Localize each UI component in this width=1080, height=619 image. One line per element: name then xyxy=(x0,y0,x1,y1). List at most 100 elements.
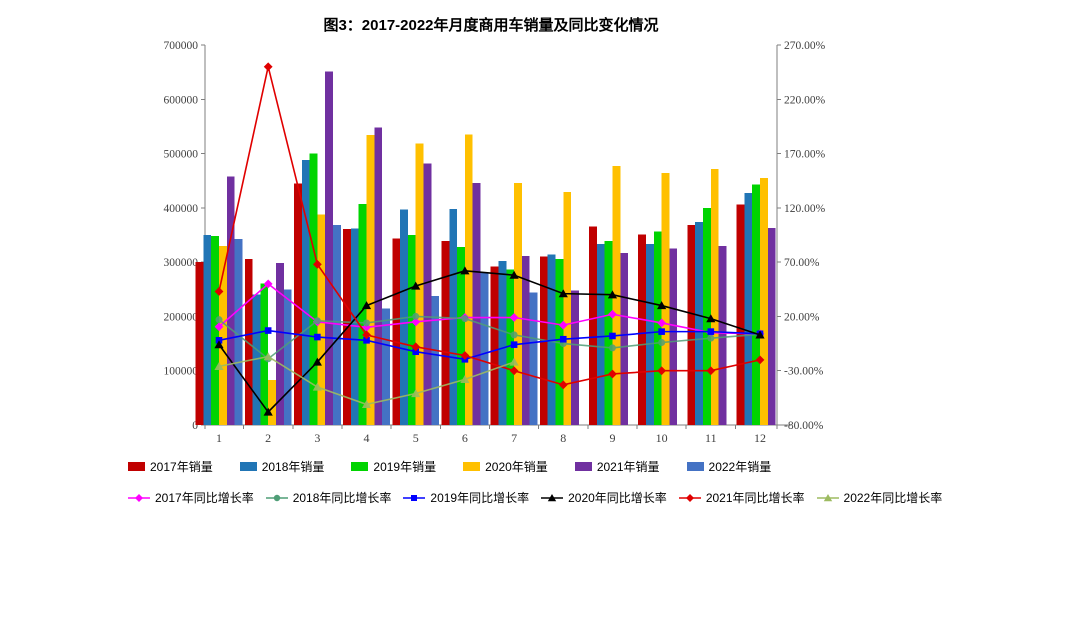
bar-2021年销量-month-7 xyxy=(521,256,530,425)
bar-2021年销量-month-5 xyxy=(423,163,432,426)
bar-2017年销量-month-12 xyxy=(736,204,745,425)
legend-item-2017年同比增长率: 2017年同比增长率 xyxy=(128,489,254,506)
left-tick-label-7: 700000 xyxy=(164,40,199,52)
bar-2017年销量-month-6 xyxy=(441,240,450,425)
legend-item-2022年销量: 2022年销量 xyxy=(686,458,772,475)
legend-label: 2019年销量 xyxy=(373,460,437,474)
bar-2021年销量-month-11 xyxy=(718,245,727,425)
legend-label: 2021年销量 xyxy=(596,460,660,474)
left-tick-label-1: 100000 xyxy=(164,366,199,378)
legend-swatch-icon xyxy=(574,462,592,471)
right-tick-label-0: -80.00% xyxy=(784,420,824,432)
bar-2022年销量-month-6 xyxy=(480,272,489,425)
bar-2019年销量-month-4 xyxy=(358,204,367,425)
legend-item-2018年同比增长率: 2018年同比增长率 xyxy=(265,489,392,506)
legend-label: 2018年销量 xyxy=(261,460,325,474)
x-tick-label-7: 7 xyxy=(511,431,517,445)
bar-2018年销量-month-6 xyxy=(449,208,458,425)
x-tick-label-3: 3 xyxy=(314,431,320,445)
bar-2018年销量-month-11 xyxy=(695,221,704,425)
bar-2022年销量-month-4 xyxy=(382,308,390,425)
legend-label: 2021年同比增长率 xyxy=(705,491,805,505)
legend-line-marker-icon xyxy=(265,494,288,501)
legend-item-2021年同比增长率: 2021年同比增长率 xyxy=(678,489,805,506)
bar-2021年销量-month-9 xyxy=(620,252,629,425)
left-tick-label-2: 200000 xyxy=(164,311,199,323)
bar-2020年销量-month-2 xyxy=(268,379,276,425)
bar-2021年销量-month-6 xyxy=(472,182,481,425)
x-tick-label-8: 8 xyxy=(560,431,566,445)
legend-label: 2020年销量 xyxy=(485,460,548,474)
legend-label: 2020年同比增长率 xyxy=(568,491,667,505)
legend-line-marker-icon xyxy=(128,493,150,502)
legend-item-2020年同比增长率: 2020年同比增长率 xyxy=(541,489,667,506)
legend-label: 2022年销量 xyxy=(708,460,772,474)
bar-2020年销量-month-10 xyxy=(661,173,670,425)
bar-2019年销量-month-5 xyxy=(407,235,416,425)
bar-2021年销量-month-4 xyxy=(374,127,383,425)
right-tick-label-1: -30.00% xyxy=(784,366,824,378)
growth-line-2022年同比增长率 xyxy=(214,352,519,408)
bar-2021年销量-month-2 xyxy=(275,263,284,425)
bar-2019年销量-month-8 xyxy=(555,258,564,425)
growth-line-2021年同比增长率 xyxy=(214,62,765,390)
legend-item-2021年销量: 2021年销量 xyxy=(574,458,660,475)
bar-2019年销量-month-6 xyxy=(457,246,465,425)
bar-2017年销量-month-7 xyxy=(490,266,499,425)
bar-2020年销量-month-7 xyxy=(514,182,522,425)
legend-swatch-icon xyxy=(686,462,704,471)
bar-2022年销量-month-5 xyxy=(431,295,440,425)
left-axis-labels: 0 100000 200000 300000 400000 500000 600000 700… xyxy=(164,40,205,432)
bar-2020年销量-month-8 xyxy=(563,192,572,425)
bar-2020年销量-month-4 xyxy=(366,135,375,425)
legend-swatch-icon xyxy=(351,462,369,471)
bar-2017年销量-month-10 xyxy=(638,234,647,425)
legend-line-marker-icon xyxy=(678,493,701,502)
legend-label: 2017年同比增长率 xyxy=(155,491,254,505)
legend-item-2018年销量: 2018年销量 xyxy=(239,458,325,475)
x-tick-label-11: 11 xyxy=(705,431,717,445)
right-tick-label-5: 170.00% xyxy=(784,149,826,161)
bar-2017年销量-month-3 xyxy=(293,183,302,425)
bar-2017年销量-month-2 xyxy=(244,258,253,425)
bar-2019年销量-month-2 xyxy=(260,283,269,425)
x-tick-label-1: 1 xyxy=(216,431,222,445)
legend-label: 2022年同比增长率 xyxy=(843,491,943,505)
legend-item-2022年同比增长率: 2022年同比增长率 xyxy=(816,489,943,506)
right-tick-label-3: 70.00% xyxy=(784,257,820,269)
legend-item-2019年销量: 2019年销量 xyxy=(351,458,436,475)
bar-2018年销量-month-10 xyxy=(646,244,654,425)
left-tick-label-4: 400000 xyxy=(164,203,199,215)
bar-2019年销量-month-10 xyxy=(653,231,662,425)
bar-2017年销量-month-1 xyxy=(195,262,204,425)
legend-line-marker-icon xyxy=(403,494,426,501)
right-tick-label-2: 20.00% xyxy=(784,311,820,323)
x-tick-label-10: 10 xyxy=(656,431,668,445)
bar-2019年销量-month-7 xyxy=(506,269,515,425)
bar-2017年销量-month-5 xyxy=(392,238,401,425)
bar-2019年销量-month-12 xyxy=(752,184,760,425)
growth-line-2020年同比增长率 xyxy=(214,266,765,416)
legend-item-2017年销量: 2017年销量 xyxy=(128,458,213,475)
legend-label: 2018年同比增长率 xyxy=(292,491,392,505)
x-tick-label-2: 2 xyxy=(265,431,271,445)
legend-line-marker-icon xyxy=(816,493,839,501)
x-tick-label-6: 6 xyxy=(462,431,468,445)
bar-2018年销量-month-1 xyxy=(203,235,212,425)
bar-2021年销量-month-8 xyxy=(571,290,579,425)
bar-2022年销量-month-7 xyxy=(529,292,538,425)
x-axis-labels: 1 2 3 4 5 6 7 8 9 10 11 12 xyxy=(204,425,778,445)
bar-2017年销量-month-11 xyxy=(687,225,696,425)
bar-2020年销量-month-6 xyxy=(464,134,473,426)
bar-2018年销量-month-12 xyxy=(744,193,753,425)
legend-item-2019年同比增长率: 2019年同比增长率 xyxy=(403,489,529,506)
x-tick-label-12: 12 xyxy=(754,431,766,445)
right-tick-label-7: 270.00% xyxy=(784,40,826,52)
x-tick-label-5: 5 xyxy=(413,431,419,445)
right-axis-labels: -80.00% -30.00% 20.00% 70.00% 120.00% 170.00%… xyxy=(777,40,826,432)
bar-2020年销量-month-12 xyxy=(760,178,768,425)
left-tick-label-6: 600000 xyxy=(164,94,199,106)
bar-2020年销量-month-3 xyxy=(317,214,326,425)
